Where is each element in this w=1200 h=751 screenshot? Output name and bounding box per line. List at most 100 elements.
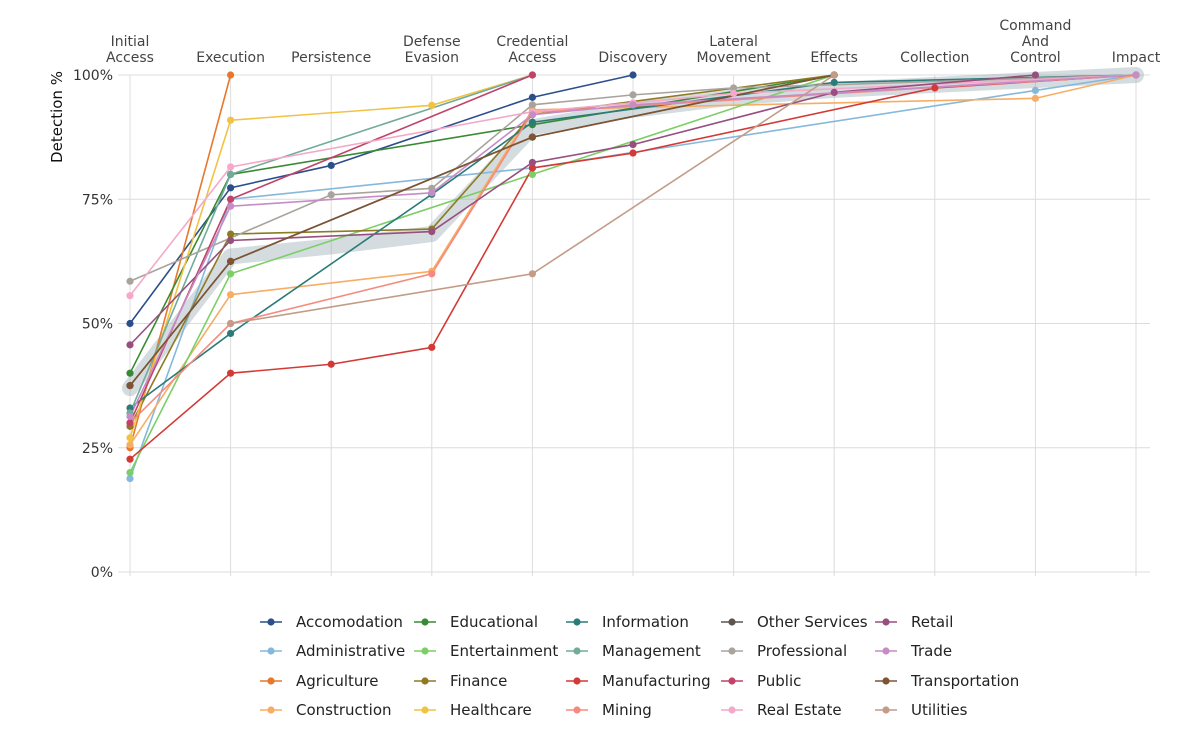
data-point (227, 170, 235, 178)
legend-item: Other Services (721, 613, 868, 631)
legend-item: Retail (875, 613, 953, 631)
legend-swatch-dot (267, 677, 275, 685)
data-point (1031, 86, 1039, 95)
legend-item: Information (566, 613, 689, 631)
data-point (528, 170, 537, 178)
legend-swatch-dot (573, 706, 581, 714)
legend-item: Mining (566, 701, 652, 719)
legend-swatch-dot (882, 677, 890, 685)
legend-label: Other Services (757, 613, 868, 631)
category-label: Persistence (291, 50, 371, 66)
y-tick-label: 50% (82, 317, 113, 333)
legend-swatch-dot (728, 618, 736, 626)
category-label: Discovery (598, 50, 667, 66)
data-point (126, 419, 134, 427)
legend-label: Management (602, 642, 701, 660)
data-point (227, 291, 235, 299)
legend-swatch-dot (728, 677, 736, 685)
x-axis-categories: Initial Access Execution Persistence Defense… (106, 18, 1161, 66)
y-tick-label: 25% (82, 441, 113, 457)
data-point (428, 227, 436, 236)
legend-swatch-dot (882, 647, 890, 655)
legend-swatch-dot (421, 618, 429, 626)
category-label: Initial (111, 34, 150, 50)
legend-label: Utilities (911, 701, 968, 719)
legend-item: Healthcare (414, 701, 532, 719)
series-line (129, 74, 835, 473)
series-line (129, 74, 835, 374)
legend-label: Administrative (296, 642, 405, 660)
category-label: Defense (403, 34, 461, 50)
data-point (227, 236, 235, 245)
data-point (931, 84, 939, 92)
legend-item: Professional (721, 642, 847, 660)
series-line (129, 74, 1137, 297)
data-point (528, 93, 537, 101)
data-point (830, 71, 838, 79)
data-point (730, 84, 738, 92)
legend-item: Public (721, 672, 801, 690)
data-point (327, 360, 335, 368)
legend-item: Agriculture (260, 672, 379, 690)
category-label: Lateral (709, 34, 758, 50)
legend-swatch-dot (267, 706, 275, 714)
data-point (227, 163, 235, 171)
data-point (126, 369, 134, 377)
category-label: Effects (810, 50, 858, 66)
legend-swatch-dot (267, 647, 275, 655)
legend-item: Real Estate (721, 701, 842, 719)
data-point (227, 230, 235, 238)
legend-label: Transportation (910, 672, 1019, 690)
y-tick-label: 100% (73, 68, 113, 84)
data-point (126, 292, 134, 300)
category-label: Control (1010, 50, 1061, 66)
legend-swatch-dot (421, 706, 429, 714)
legend-item: Entertainment (414, 642, 558, 660)
legend-label: Mining (602, 701, 652, 719)
data-point (428, 343, 436, 351)
legend-label: Public (757, 672, 801, 690)
category-label: Access (508, 50, 556, 66)
legend-swatch-dot (573, 647, 581, 655)
data-point (1031, 71, 1039, 79)
legend-label: Finance (450, 672, 507, 690)
data-point (126, 382, 134, 390)
legend-swatch-dot (421, 677, 429, 685)
data-point (227, 202, 235, 210)
legend-label: Real Estate (757, 701, 842, 719)
legend-item: Trade (875, 642, 952, 660)
data-point (528, 111, 537, 119)
data-point (126, 341, 134, 349)
data-point (126, 434, 134, 442)
category-label: Command (999, 18, 1071, 34)
data-point (126, 474, 134, 483)
legend-label: Entertainment (450, 642, 558, 660)
legend-label: Accomodation (296, 613, 403, 631)
legend-item: Accomodation (260, 613, 403, 631)
legend-label: Professional (757, 642, 847, 660)
category-label: Execution (196, 50, 265, 66)
data-point (629, 101, 637, 109)
data-point (1132, 71, 1140, 79)
legend-item: Educational (414, 613, 538, 631)
series-line (129, 74, 533, 439)
category-label: Evasion (405, 50, 459, 66)
category-label: Credential (496, 34, 568, 50)
data-point (327, 191, 335, 199)
legend-swatch-dot (573, 618, 581, 626)
legend-swatch-dot (728, 647, 736, 655)
legend-swatch-dot (882, 618, 890, 626)
y-axis: 0% 25% 50% 75% 100% (73, 68, 113, 581)
category-label: Movement (697, 50, 772, 66)
data-point (126, 455, 134, 463)
data-point (327, 161, 335, 170)
data-point (629, 71, 637, 79)
series-points (126, 71, 1140, 483)
data-point (528, 71, 537, 79)
data-point (629, 149, 637, 157)
data-point (126, 469, 134, 477)
data-point (227, 270, 235, 278)
legend-label: Retail (911, 613, 953, 631)
data-point (830, 78, 838, 87)
